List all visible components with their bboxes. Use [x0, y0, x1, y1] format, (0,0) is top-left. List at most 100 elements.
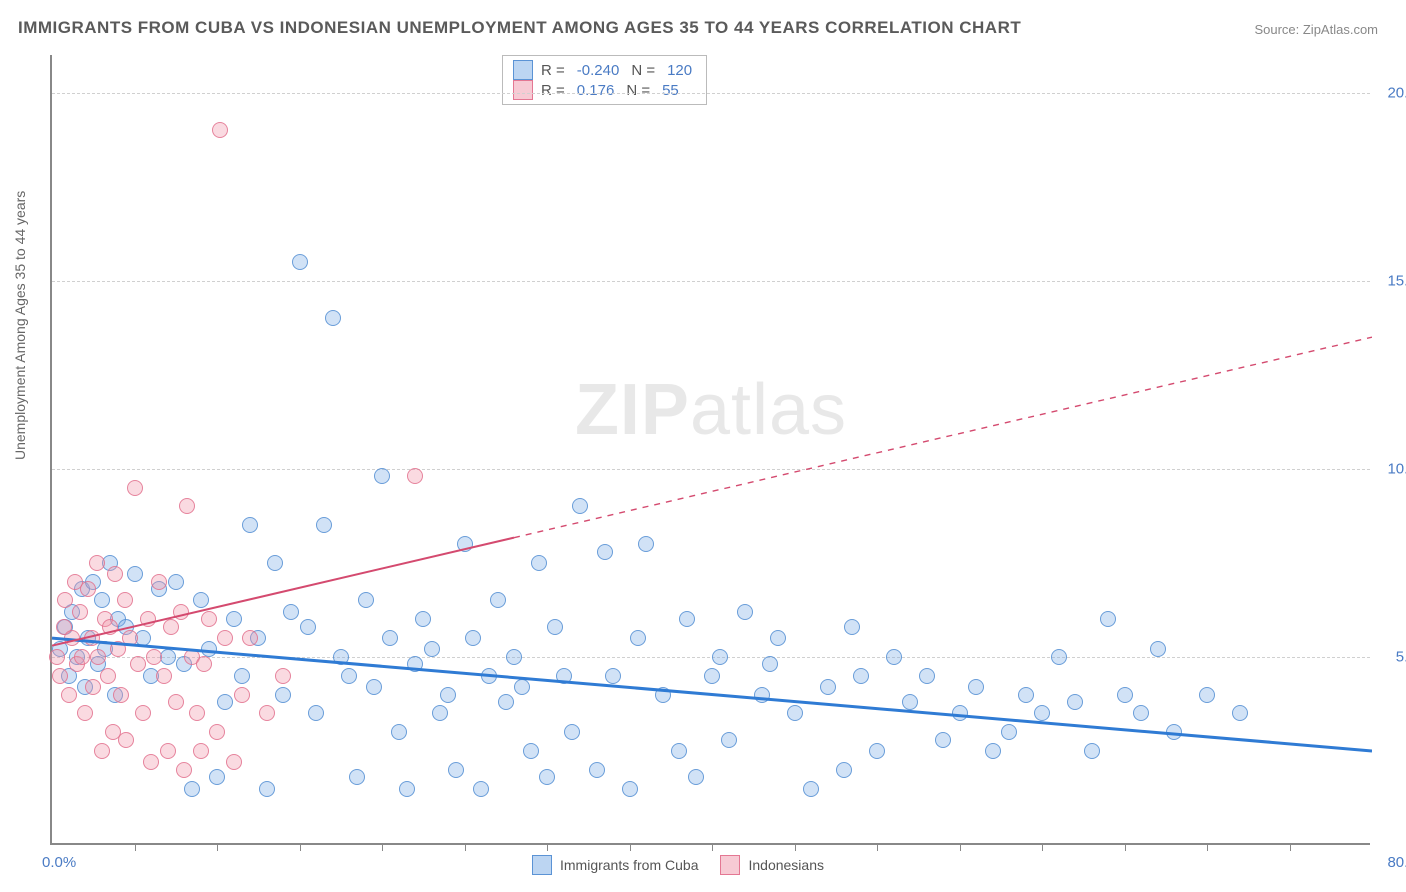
legend-label: Indonesians	[748, 857, 824, 873]
scatter-point	[74, 649, 90, 665]
x-tick	[382, 843, 383, 851]
scatter-point	[556, 668, 572, 684]
x-tick	[795, 843, 796, 851]
x-axis-max-label: 80.0%	[1387, 854, 1406, 871]
scatter-point	[102, 619, 118, 635]
watermark-text: ZIPatlas	[575, 369, 847, 451]
x-tick	[217, 843, 218, 851]
x-tick	[1042, 843, 1043, 851]
scatter-point	[547, 619, 563, 635]
x-tick	[960, 843, 961, 851]
scatter-point	[275, 668, 291, 684]
scatter-point	[217, 630, 233, 646]
y-tick-label: 10.0%	[1387, 460, 1406, 477]
scatter-point	[737, 604, 753, 620]
scatter-point	[84, 630, 100, 646]
scatter-point	[490, 592, 506, 608]
y-tick-label: 20.0%	[1387, 84, 1406, 101]
scatter-point	[118, 732, 134, 748]
scatter-point	[49, 649, 65, 665]
gridline	[52, 469, 1370, 470]
scatter-point	[94, 743, 110, 759]
scatter-point	[163, 619, 179, 635]
scatter-point	[341, 668, 357, 684]
scatter-point	[407, 468, 423, 484]
scatter-point	[209, 769, 225, 785]
gridline	[52, 93, 1370, 94]
scatter-point	[259, 705, 275, 721]
scatter-point	[176, 762, 192, 778]
legend-label: Immigrants from Cuba	[560, 857, 698, 873]
scatter-point	[457, 536, 473, 552]
scatter-point	[622, 781, 638, 797]
scatter-point	[762, 656, 778, 672]
scatter-point	[127, 566, 143, 582]
legend-swatch-blue	[532, 855, 552, 875]
scatter-point	[300, 619, 316, 635]
scatter-point	[605, 668, 621, 684]
scatter-point	[465, 630, 481, 646]
x-tick	[300, 843, 301, 851]
scatter-point	[869, 743, 885, 759]
scatter-point	[1034, 705, 1050, 721]
n-label: N =	[626, 82, 650, 99]
scatter-point	[168, 694, 184, 710]
legend-item-cuba: Immigrants from Cuba	[532, 855, 698, 875]
x-tick	[1207, 843, 1208, 851]
scatter-point	[113, 687, 129, 703]
scatter-point	[89, 555, 105, 571]
scatter-point	[143, 754, 159, 770]
scatter-point	[506, 649, 522, 665]
scatter-point	[935, 732, 951, 748]
scatter-point	[140, 611, 156, 627]
gridline	[52, 657, 1370, 658]
scatter-point	[1084, 743, 1100, 759]
scatter-point	[514, 679, 530, 695]
scatter-point	[127, 480, 143, 496]
scatter-point	[679, 611, 695, 627]
scatter-point	[168, 574, 184, 590]
scatter-point	[1018, 687, 1034, 703]
scatter-point	[275, 687, 291, 703]
scatter-point	[630, 630, 646, 646]
scatter-point	[193, 592, 209, 608]
scatter-point	[130, 656, 146, 672]
legend-row-pink: R = 0.176 N = 55	[513, 80, 696, 100]
scatter-point	[107, 566, 123, 582]
chart-title: IMMIGRANTS FROM CUBA VS INDONESIAN UNEMP…	[18, 18, 1021, 38]
scatter-point	[80, 581, 96, 597]
scatter-point	[90, 649, 106, 665]
scatter-point	[589, 762, 605, 778]
scatter-point	[919, 668, 935, 684]
scatter-point	[122, 630, 138, 646]
scatter-point	[424, 641, 440, 657]
scatter-point	[382, 630, 398, 646]
scatter-point	[325, 310, 341, 326]
r-label: R =	[541, 62, 565, 79]
legend-item-indonesians: Indonesians	[720, 855, 824, 875]
legend-row-blue: R = -0.240 N = 120	[513, 60, 696, 80]
scatter-point	[358, 592, 374, 608]
scatter-point	[209, 724, 225, 740]
scatter-point	[572, 498, 588, 514]
scatter-point	[242, 517, 258, 533]
scatter-point	[77, 705, 93, 721]
x-tick	[877, 843, 878, 851]
source-attribution: Source: ZipAtlas.com	[1254, 22, 1378, 37]
scatter-point	[85, 679, 101, 695]
scatter-point	[234, 687, 250, 703]
scatter-point	[196, 656, 212, 672]
x-tick	[1290, 843, 1291, 851]
gridline	[52, 281, 1370, 282]
n-label: N =	[631, 62, 655, 79]
scatter-point	[770, 630, 786, 646]
y-tick-label: 5.0%	[1396, 648, 1406, 665]
x-tick	[1125, 843, 1126, 851]
x-tick	[547, 843, 548, 851]
scatter-point	[366, 679, 382, 695]
scatter-point	[217, 694, 233, 710]
chart-plot-area: ZIPatlas R = -0.240 N = 120 R = 0.176 N …	[50, 55, 1370, 845]
scatter-point	[64, 630, 80, 646]
scatter-point	[267, 555, 283, 571]
scatter-point	[52, 668, 68, 684]
